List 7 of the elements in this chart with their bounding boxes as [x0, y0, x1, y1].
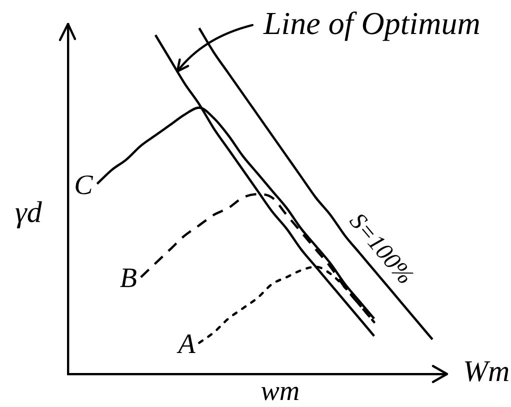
series-label: A	[178, 328, 196, 360]
text: Line of Optimum	[263, 5, 480, 42]
y-axis-title: γd	[15, 196, 42, 229]
x-axis-title: wm	[260, 376, 300, 407]
text: Wm	[463, 355, 510, 388]
series-label: B	[120, 263, 137, 294]
series-label: C	[74, 170, 93, 201]
